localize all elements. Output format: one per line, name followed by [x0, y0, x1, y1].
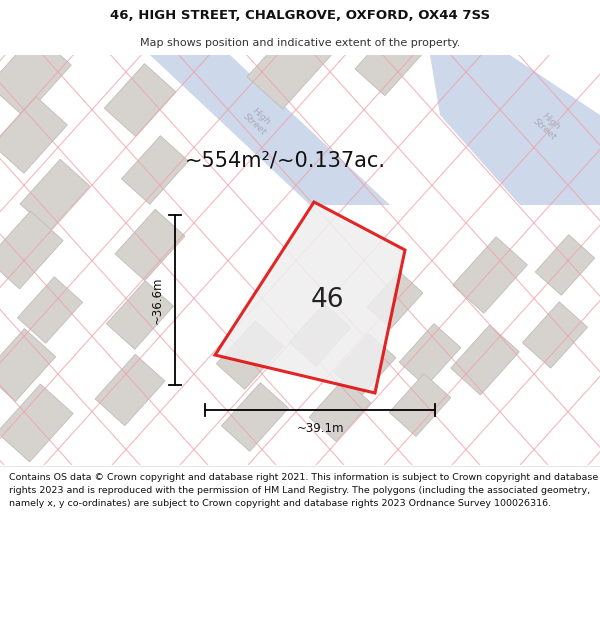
Polygon shape — [523, 302, 587, 368]
Polygon shape — [20, 159, 90, 231]
Polygon shape — [121, 136, 188, 204]
Polygon shape — [334, 334, 396, 396]
Polygon shape — [106, 281, 173, 349]
Text: 46, HIGH STREET, CHALGROVE, OXFORD, OX44 7SS: 46, HIGH STREET, CHALGROVE, OXFORD, OX44… — [110, 9, 490, 22]
Polygon shape — [0, 384, 73, 462]
Text: 46: 46 — [311, 287, 344, 313]
Polygon shape — [247, 21, 333, 109]
Polygon shape — [217, 321, 284, 389]
Text: ~39.1m: ~39.1m — [296, 421, 344, 434]
Text: High
Street: High Street — [241, 104, 275, 136]
Polygon shape — [289, 304, 351, 366]
Polygon shape — [0, 97, 67, 173]
Polygon shape — [115, 209, 185, 281]
Polygon shape — [452, 237, 527, 313]
Polygon shape — [389, 374, 451, 436]
Polygon shape — [367, 271, 423, 329]
Polygon shape — [215, 202, 405, 393]
Polygon shape — [0, 329, 56, 401]
Polygon shape — [0, 211, 63, 289]
Text: High
Street: High Street — [531, 109, 565, 141]
Text: ~554m²/~0.137ac.: ~554m²/~0.137ac. — [185, 150, 386, 170]
Polygon shape — [399, 324, 461, 386]
Polygon shape — [150, 55, 390, 205]
Text: ~36.6m: ~36.6m — [151, 276, 163, 324]
Polygon shape — [104, 64, 176, 136]
Polygon shape — [430, 55, 600, 205]
Polygon shape — [309, 379, 371, 441]
Polygon shape — [221, 382, 289, 451]
Polygon shape — [355, 24, 425, 96]
Polygon shape — [0, 33, 71, 117]
Polygon shape — [17, 277, 83, 343]
Polygon shape — [451, 325, 519, 395]
Text: Map shows position and indicative extent of the property.: Map shows position and indicative extent… — [140, 38, 460, 48]
Polygon shape — [95, 354, 165, 426]
Text: Contains OS data © Crown copyright and database right 2021. This information is : Contains OS data © Crown copyright and d… — [9, 473, 598, 508]
Polygon shape — [535, 235, 595, 295]
